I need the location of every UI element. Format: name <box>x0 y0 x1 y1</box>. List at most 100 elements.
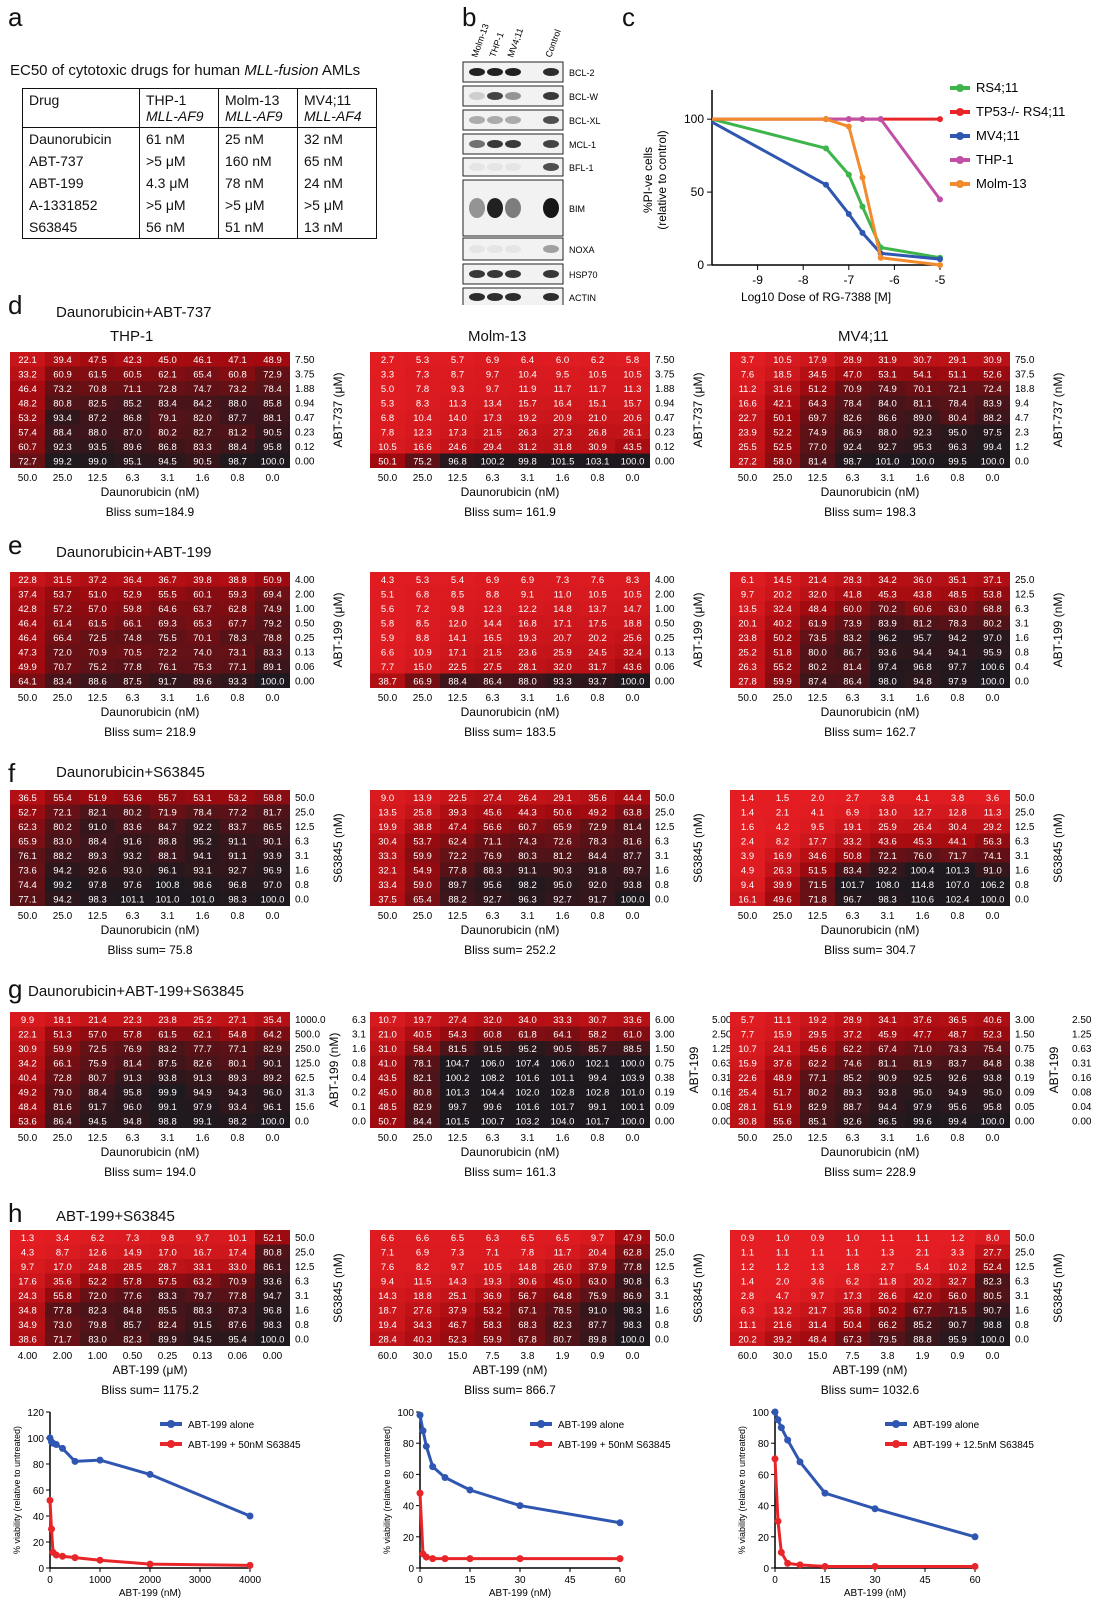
heatmap-cell <box>730 1070 765 1085</box>
heatmap-cell <box>730 1288 765 1303</box>
heatmap-x-tick: 50.0 <box>738 693 758 704</box>
heatmap-cell-value: 59.0 <box>413 880 432 891</box>
heatmap-cell <box>80 673 115 688</box>
curve-x-label: ABT-199 (nM) <box>119 1588 181 1599</box>
heatmap-cell <box>615 1041 650 1056</box>
curve-series-point <box>616 1555 624 1563</box>
ec50-cell: ABT-737 <box>22 150 140 172</box>
heatmap-y-tick: 3.1 <box>295 1291 309 1302</box>
heatmap-cell-value: 97.7 <box>948 662 967 673</box>
heatmap-cell-value: 3.6 <box>811 1277 824 1288</box>
heatmap-cell-value: 26.1 <box>623 428 642 439</box>
heatmap-y-tick: 3.75 <box>295 370 315 381</box>
heatmap-cell <box>615 630 650 645</box>
heatmap-cell-value: 99.4 <box>948 1117 967 1128</box>
heatmap-y-tick: 50.0 <box>655 1233 675 1244</box>
heatmap-cell <box>800 1084 835 1099</box>
heatmap-cell <box>870 1302 905 1317</box>
heatmap-cell-value: 86.9 <box>843 428 862 439</box>
heatmap-x-tick: 6.3 <box>126 473 140 484</box>
heatmap-x-tick: 4.00 <box>18 1351 38 1362</box>
heatmap-cell <box>905 1244 940 1259</box>
heatmap-cell <box>80 1230 115 1245</box>
heatmap-cell-value: 9.1 <box>521 590 534 601</box>
heatmap-cell <box>940 659 975 674</box>
heatmap-cell-value: 93.3 <box>553 677 572 688</box>
heatmap-cell <box>835 1259 870 1274</box>
heatmap-cell-value: 12.3 <box>483 604 502 615</box>
heatmap-cell-value: 99.8 <box>518 457 537 468</box>
heatmap-cell <box>765 673 800 688</box>
heatmap-x-tick: 50.0 <box>18 911 38 922</box>
heatmap-cell <box>185 572 220 587</box>
heatmap-cell-value: 22.5 <box>448 662 467 673</box>
c-legend-label: THP-1 <box>976 152 1014 167</box>
heatmap-cell <box>10 1244 45 1259</box>
heatmap-cell <box>730 819 765 834</box>
col-title-molm13: Molm-13 <box>468 328 527 345</box>
heatmap-cell-value: 110.6 <box>911 895 934 906</box>
heatmap-y2-tick: 1.25 <box>712 1044 732 1055</box>
heatmap-cell <box>975 790 1010 805</box>
heatmap-cell-value: 98.3 <box>88 895 107 906</box>
heatmap-cell-value: 90.7 <box>983 1306 1002 1317</box>
heatmap-cell <box>800 572 835 587</box>
heatmap-cell <box>905 1012 940 1027</box>
heatmap-cell <box>545 891 580 906</box>
heatmap-cell <box>80 1302 115 1317</box>
heatmap-cell-value: 88.4 <box>448 677 467 688</box>
ec50-header-cell: MV4;11 MLL-AF4 <box>297 88 377 128</box>
heatmap-cell <box>370 804 405 819</box>
heatmap-cell <box>615 1230 650 1245</box>
blot-band <box>543 198 559 218</box>
heatmap-cell <box>940 1055 975 1070</box>
heatmap-cell-value: 14.4 <box>483 619 502 630</box>
heatmap-cell-value: 39.2 <box>773 1335 792 1346</box>
heatmap-x-label: Daunorubicin (nM) <box>461 705 560 719</box>
curve-x-tick-label: 1000 <box>89 1575 112 1586</box>
heatmap-cell-value: 40.5 <box>413 1030 432 1041</box>
heatmap-cell-value: 93.6 <box>878 648 897 659</box>
curve-y-tick-label: 80 <box>33 1460 45 1471</box>
heatmap-cell <box>730 659 765 674</box>
heatmap-cell <box>150 1026 185 1041</box>
heatmap-cell <box>510 1099 545 1114</box>
heatmap-cell <box>405 804 440 819</box>
heatmap-cell <box>475 1070 510 1085</box>
c-x-tick-label: -5 <box>935 273 946 287</box>
heatmap-cell-value: 97.6 <box>123 880 142 891</box>
heatmap-cell <box>10 833 45 848</box>
heatmap-cell <box>905 1331 940 1346</box>
heatmap-cell-value: 51.8 <box>773 648 792 659</box>
heatmap-cell <box>940 586 975 601</box>
heatmap-cell-value: 47.9 <box>623 1233 642 1244</box>
heatmap-cell-value: 8.2 <box>776 837 789 848</box>
heatmap-cell-value: 85.2 <box>913 1320 932 1331</box>
heatmap-cell-value: 94.1 <box>193 851 212 862</box>
heatmap-cell <box>370 862 405 877</box>
heatmap-cell-value: 72.5 <box>88 1044 107 1055</box>
heatmap-cell <box>45 439 80 454</box>
heatmap-cell-value: 88.3 <box>483 866 502 877</box>
heatmap-cell <box>45 410 80 425</box>
heatmap-cell-value: 49.6 <box>773 895 792 906</box>
heatmap-cell <box>615 381 650 396</box>
heatmap-bliss-sum: Bliss sum= 161.3 <box>464 1165 556 1179</box>
heatmap-cell-value: 59.9 <box>483 1335 502 1346</box>
heatmap-cell <box>870 1230 905 1245</box>
heatmap-y-tick: 6.3 <box>655 1277 669 1288</box>
heatmap-cell <box>870 366 905 381</box>
ec50-cell: 4.3 μM <box>139 172 219 194</box>
heatmap-y-tick: 12.5 <box>655 1262 675 1273</box>
heatmap-y-tick: 1000.0 <box>295 1015 326 1026</box>
heatmap-cell <box>545 410 580 425</box>
heatmap-cell-value: 100.8 <box>156 880 180 891</box>
heatmap-cell <box>10 673 45 688</box>
heatmap-cell <box>615 891 650 906</box>
heatmap-y2-tick: 0.16 <box>1072 1073 1092 1084</box>
heatmap-cell <box>255 366 290 381</box>
heatmap-cell-value: 9.4 <box>741 880 754 891</box>
heatmap-cell <box>975 644 1010 659</box>
heatmap-cell <box>835 630 870 645</box>
heatmap-cell-value: 73.9 <box>843 619 862 630</box>
